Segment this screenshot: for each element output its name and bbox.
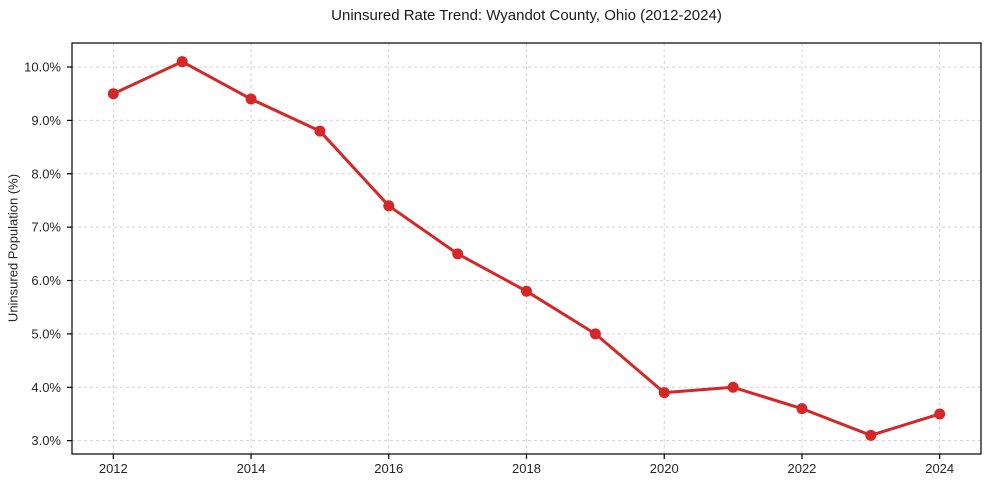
x-tick-label: 2016 [374,461,403,476]
data-point [245,93,257,105]
data-point [383,200,395,212]
x-tick-label: 2024 [925,461,954,476]
x-tick-label: 2012 [99,461,128,476]
x-tick-label: 2018 [512,461,541,476]
y-tick-label: 6.0% [31,273,61,288]
y-tick-label: 7.0% [31,220,61,235]
x-tick-label: 2022 [787,461,816,476]
y-tick-label: 5.0% [31,326,61,341]
data-point [107,88,119,100]
y-tick-label: 9.0% [31,113,61,128]
data-point [658,387,670,399]
y-tick-label: 3.0% [31,433,61,448]
data-point [314,125,326,137]
y-tick-label: 8.0% [31,166,61,181]
data-point [934,408,946,420]
plot-frame [71,42,982,455]
data-point [865,429,877,441]
y-tick-label: 10.0% [24,60,61,75]
data-point [727,381,739,393]
data-point [796,403,808,415]
y-tick-label: 4.0% [31,380,61,395]
data-point [521,285,532,297]
data-point [589,328,601,340]
chart-title: Uninsured Rate Trend: Wyandot County, Oh… [331,7,722,24]
x-tick-label: 2020 [650,461,679,476]
data-point [452,248,464,260]
data-point [176,56,188,68]
x-tick-label: 2014 [237,461,266,476]
